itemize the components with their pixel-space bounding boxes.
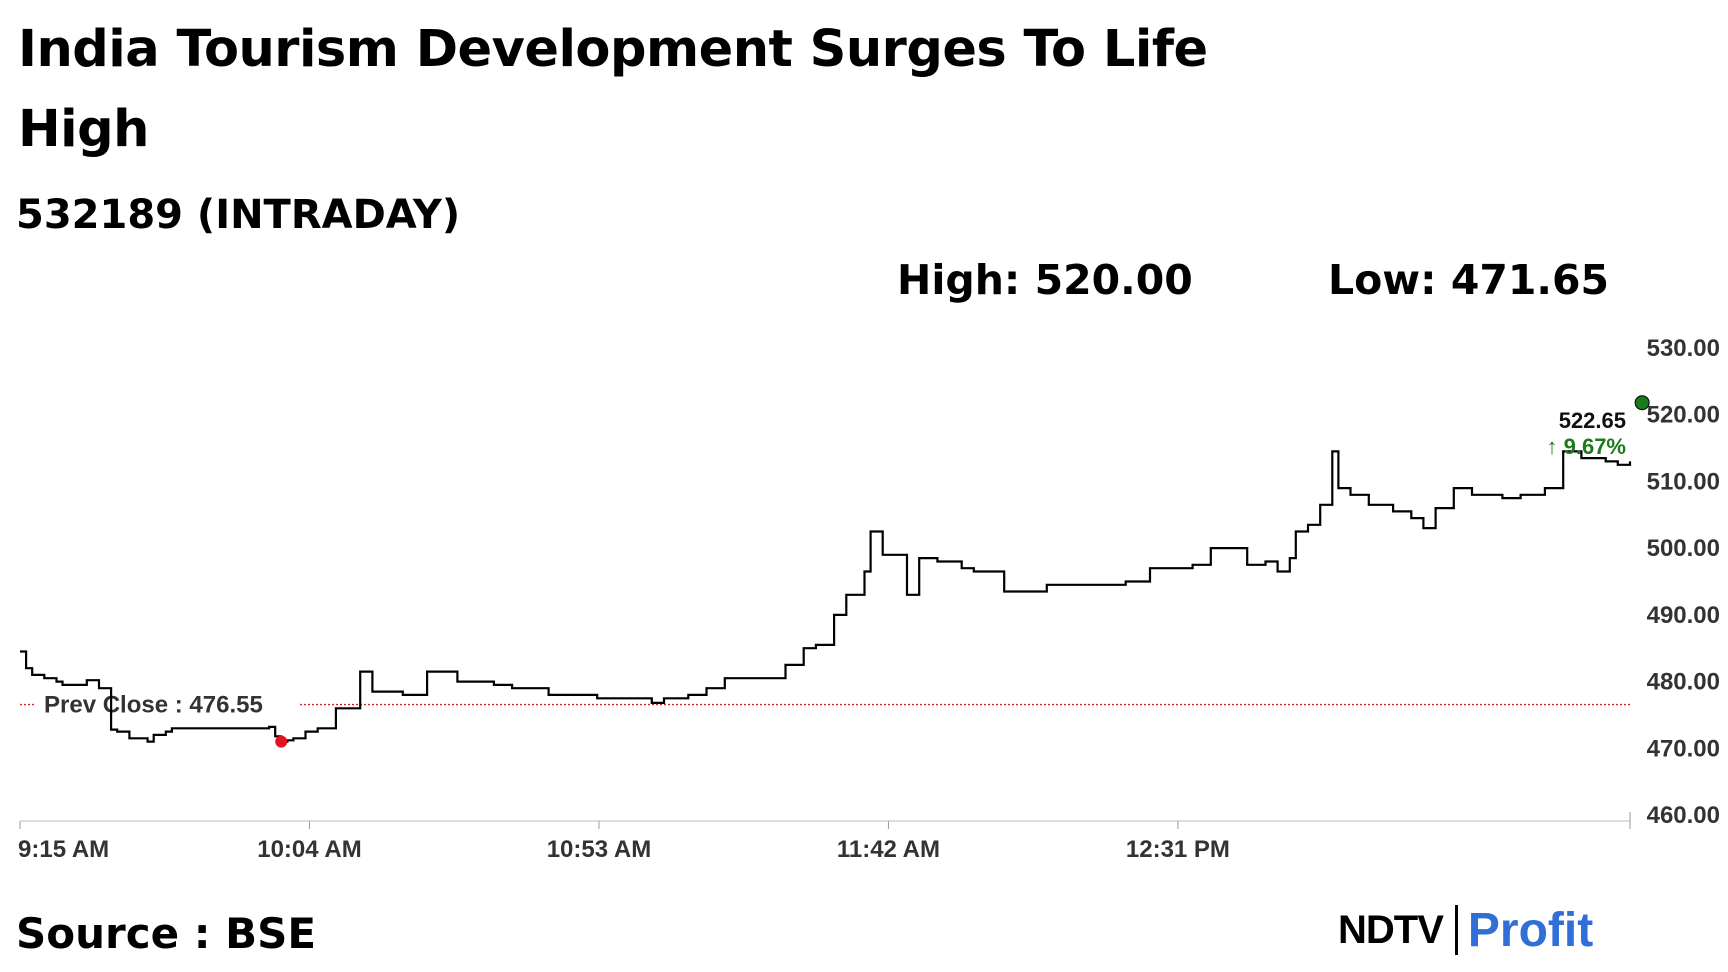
logo-profit: Profit: [1467, 903, 1594, 957]
high-value: High: 520.00: [897, 256, 1193, 304]
last-value-label: 522.65: [1559, 408, 1626, 433]
y-tick-label: 500.00: [1647, 535, 1720, 562]
high-marker: [1634, 395, 1650, 411]
y-tick-label: 490.00: [1647, 602, 1720, 629]
y-tick-label: 460.00: [1647, 802, 1720, 829]
change-label: ↑ 9.67%: [1547, 434, 1627, 459]
y-tick-label: 530.00: [1647, 335, 1720, 362]
y-tick-label: 510.00: [1647, 468, 1720, 495]
prev-close-label-bg: [36, 690, 298, 719]
price-line: [20, 450, 1632, 743]
x-tick-label: 10:53 AM: [547, 836, 651, 863]
logo-ndtv: NDTV: [1338, 907, 1444, 952]
logo-divider: [1454, 905, 1458, 955]
y-tick-label: 480.00: [1647, 669, 1720, 696]
chart-title: India Tourism Development Surges To Life…: [18, 20, 1208, 159]
x-tick-label: 11:42 AM: [837, 836, 940, 863]
low-value: Low: 471.65: [1328, 256, 1610, 304]
y-tick-label: 470.00: [1647, 735, 1720, 762]
intraday-chart: 460.00 470.00 480.00 490.00 500.00 510.00 520.…: [18, 335, 1720, 863]
chart-subtitle: 532189 (INTRADAY): [16, 192, 461, 238]
x-tick-label: 9:15 AM: [18, 836, 109, 863]
x-tick-label: 12:31 PM: [1126, 836, 1230, 863]
x-tick-label: 10:04 AM: [257, 836, 361, 863]
y-tick-label: 520.00: [1647, 402, 1720, 429]
low-marker: [275, 735, 288, 748]
source-note: Source : BSE: [16, 909, 317, 958]
ndtv-profit-logo: NDTV Profit: [1338, 900, 1593, 960]
prev-close-label: Prev Close : 476.55: [44, 692, 263, 719]
